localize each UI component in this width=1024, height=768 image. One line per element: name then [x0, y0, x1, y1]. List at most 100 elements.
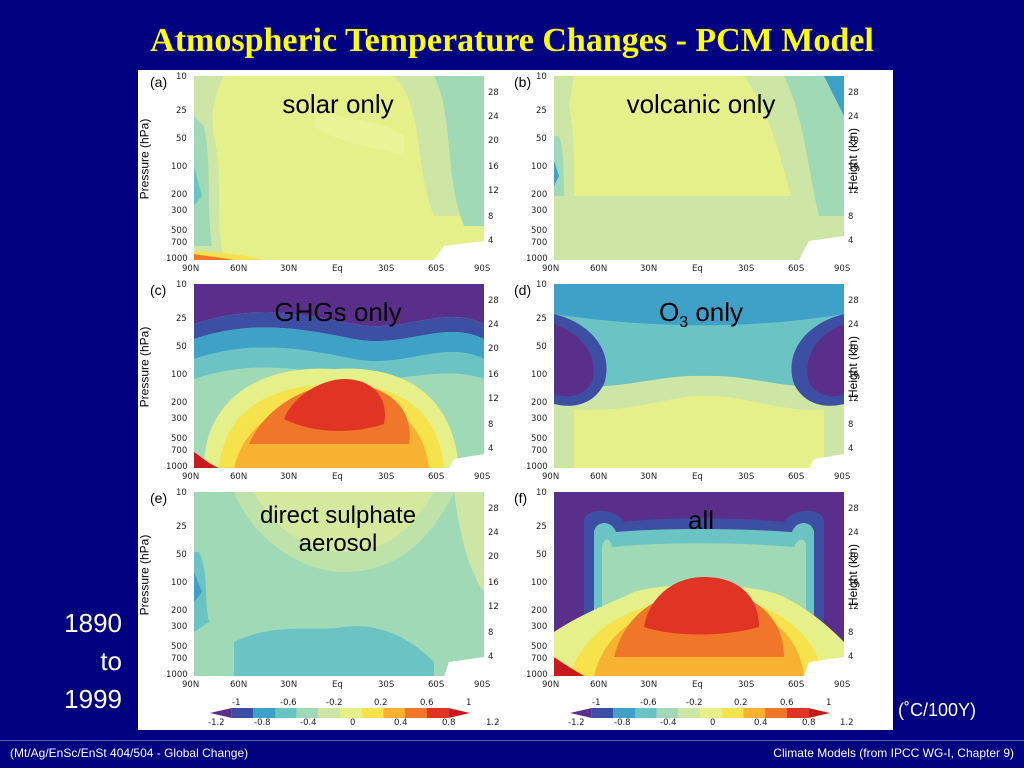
lat-tick: 60N [590, 264, 608, 274]
colorbar-swatch [361, 708, 384, 718]
colorbar-swatch [743, 708, 765, 718]
height-tick: 4 [848, 444, 854, 454]
pressure-tick: 500 [171, 226, 188, 236]
height-tick: 20 [488, 136, 499, 146]
pressure-tick: 300 [171, 414, 188, 424]
pressure-tick: 200 [171, 606, 188, 616]
panel-b: (b) volcanic only Height (km) 10 25 50 1… [506, 70, 886, 282]
height-tick: 20 [848, 344, 859, 354]
colorbar-tick-upper: 1 [466, 698, 472, 708]
height-tick: 24 [848, 112, 859, 122]
lat-tick: 30N [640, 264, 658, 274]
panel-label-subscript: 3 [679, 314, 689, 332]
lat-tick: 30S [738, 264, 755, 274]
colorbar-swatches [570, 708, 830, 718]
lat-tick: 60N [230, 472, 248, 482]
lat-tick: 30S [378, 472, 395, 482]
height-tick: 16 [848, 370, 859, 380]
height-tick: 12 [488, 394, 499, 404]
pressure-tick: 700 [531, 238, 548, 248]
colorbar-tick-lower: -0.8 [614, 718, 631, 728]
pressure-tick: 100 [171, 370, 188, 380]
height-tick: 4 [488, 444, 494, 454]
lat-tick: 90S [474, 680, 491, 690]
slide-title: Atmospheric Temperature Changes - PCM Mo… [150, 22, 874, 59]
pressure-tick: 50 [176, 550, 187, 560]
pressure-tick: 200 [531, 606, 548, 616]
lat-tick: 60N [230, 680, 248, 690]
pressure-tick: 10 [176, 488, 187, 498]
lat-tick: 90N [182, 472, 200, 482]
lat-tick: 60S [428, 472, 445, 482]
panel-d: (d) O3 only Height (km) 10 25 50 100 200… [506, 278, 886, 490]
lat-tick: 30S [378, 680, 395, 690]
colorbar-tick-upper: 0.2 [374, 698, 388, 708]
lat-tick: 30S [738, 472, 755, 482]
contour-plot-d [554, 284, 844, 468]
pressure-tick: 25 [536, 314, 547, 324]
colorbar-swatch [231, 708, 254, 718]
pressure-tick: 100 [531, 370, 548, 380]
panel-label: O3 only [586, 298, 816, 337]
height-tick: 28 [848, 88, 859, 98]
period-start: 1890 [64, 608, 122, 638]
pressure-tick: 100 [531, 578, 548, 588]
height-tick: 8 [488, 420, 494, 430]
pressure-tick: 25 [176, 314, 187, 324]
lat-tick: 30S [738, 680, 755, 690]
panel-a: (a) Pressure (hPa) solar only 10 25 50 1… [137, 70, 518, 282]
lat-tick: 90N [542, 680, 560, 690]
colorbar-swatch [678, 708, 700, 718]
lat-tick: 30S [378, 264, 395, 274]
colorbar-swatch [765, 708, 787, 718]
height-tick: 16 [848, 578, 859, 588]
colorbar-tick-upper: 0.6 [420, 698, 434, 708]
pressure-tick: 300 [531, 206, 548, 216]
lat-tick: 60S [788, 472, 805, 482]
lat-tick: 60S [428, 264, 445, 274]
lat-tick: Eq [692, 472, 703, 482]
colorbar-swatch [210, 708, 232, 718]
pressure-tick: 10 [536, 488, 547, 498]
colorbar-swatch [340, 708, 362, 718]
panel-f: (f) all Height (km) 10 25 50 100 200 300… [506, 486, 886, 698]
colorbar-tick-upper: -0.6 [280, 698, 297, 708]
pressure-tick: 25 [536, 522, 547, 532]
colorbar-tick-upper: -1 [232, 698, 241, 708]
colorbar-swatch [275, 708, 297, 718]
height-tick: 12 [848, 186, 859, 196]
height-tick: 28 [488, 88, 499, 98]
pressure-tick: 500 [171, 642, 188, 652]
lat-tick: Eq [692, 680, 703, 690]
footer-divider [0, 740, 1024, 741]
height-tick: 24 [848, 528, 859, 538]
colorbar-left: -1 -0.6 -0.2 0.2 0.6 1 -1.2 -0.8 -0.4 0 … [190, 694, 500, 728]
contour-plot-e [194, 492, 484, 676]
pressure-tick: 500 [531, 642, 548, 652]
contour-plot-f [554, 492, 844, 676]
lat-tick: 90S [474, 472, 491, 482]
colorbar-swatch [253, 708, 275, 718]
colorbar-swatch [570, 708, 592, 718]
height-tick: 8 [848, 628, 854, 638]
height-tick: 4 [848, 236, 854, 246]
height-tick: 28 [488, 504, 499, 514]
height-tick: 16 [488, 578, 499, 588]
pressure-tick: 300 [531, 622, 548, 632]
height-tick: 20 [488, 552, 499, 562]
pressure-tick: 1000 [166, 254, 188, 264]
colorbar-tick-lower: 0.4 [394, 718, 408, 728]
period-end: 1999 [64, 684, 122, 714]
pressure-tick: 1000 [166, 462, 188, 472]
figure-panels: (a) Pressure (hPa) solar only 10 25 50 1… [137, 70, 893, 730]
lat-tick: 90S [834, 680, 851, 690]
colorbar-swatch [786, 708, 809, 718]
height-tick: 8 [488, 212, 494, 222]
colorbar-tick-lower: 1.2 [486, 718, 500, 728]
lat-tick: 30N [280, 680, 298, 690]
lat-tick: 60N [590, 472, 608, 482]
panel-letter: (a) [150, 74, 168, 90]
pressure-tick: 300 [531, 414, 548, 424]
height-tick: 12 [848, 394, 859, 404]
lat-tick: Eq [332, 680, 343, 690]
